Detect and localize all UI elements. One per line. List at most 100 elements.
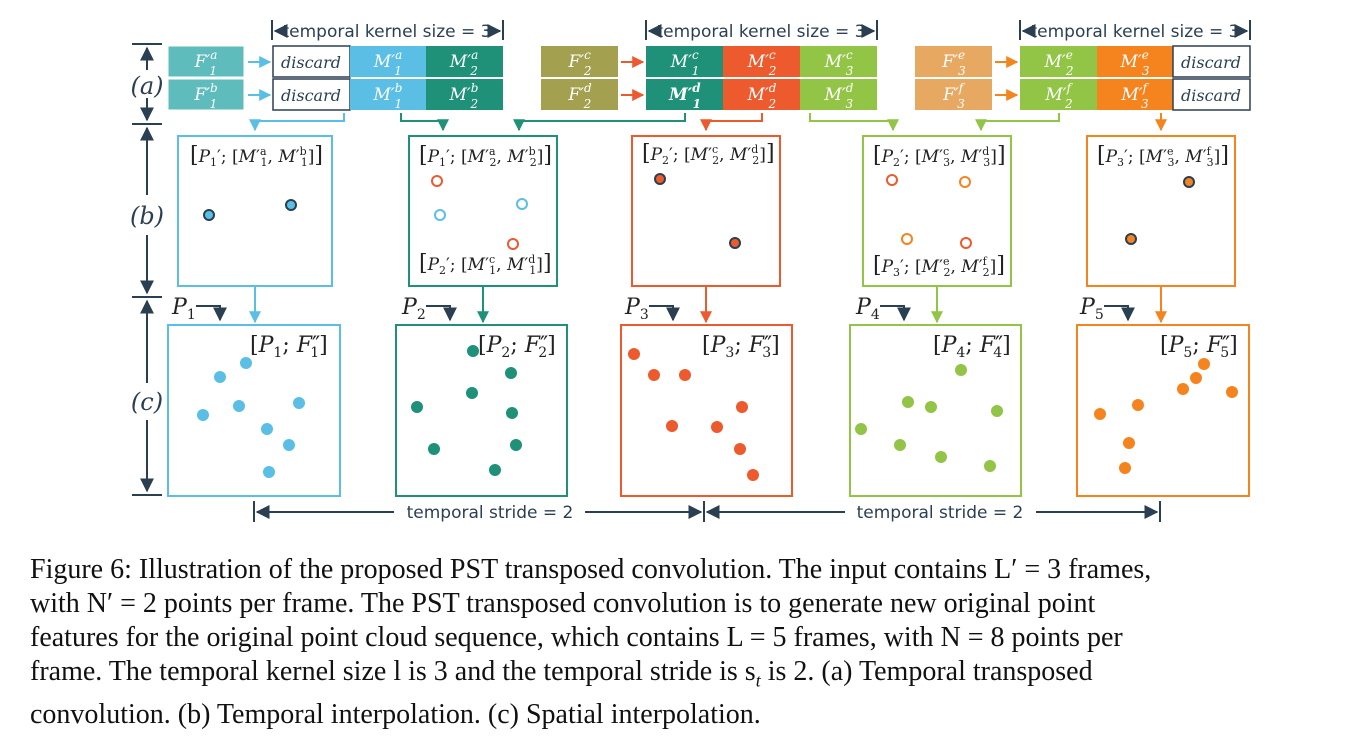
point-dot (1123, 437, 1135, 449)
spatial-interp-panel-1: [P1; F″1] (167, 324, 341, 497)
figure-caption: Figure 6: Illustration of the proposed P… (30, 553, 1348, 732)
row-label-a: (a) (130, 72, 163, 100)
svg-text:F′f3: F′f 3 (942, 81, 966, 111)
point-dot (960, 237, 972, 249)
svg-text:[P3′; [M′e3, M′f3]]: [P3′; [M′e 3, M′f 3]] (1097, 143, 1229, 169)
point-dot (747, 469, 759, 481)
point-dot (729, 237, 741, 249)
caption-line-4-end: is 2. (a) Temporal transposed (760, 656, 1093, 687)
point-dot (935, 451, 947, 463)
point-dot (648, 369, 660, 381)
point-dot (467, 345, 479, 357)
point-dot (1132, 399, 1144, 411)
caption-line-4-sub: t (755, 670, 761, 691)
kernel-output-group-1: discard discard M′a 1 M′b 1 M′a 2 M′b 2 (272, 45, 503, 111)
point-dot (734, 443, 746, 455)
svg-text:[P1′; [M′a2, M′b2]]: [P1′; [M′a 2, M′b 2]] (419, 143, 552, 169)
point-dot (925, 401, 937, 413)
point-dot (466, 387, 478, 399)
input-feature-group-3: F′e 3 F′f 3 (915, 46, 992, 111)
svg-text:[P1; F″1]: [P1; F″1] (250, 333, 328, 361)
point-dot (428, 443, 440, 455)
svg-text:[P2′; [M′c2, M′d2]]: [P2′; [M′c 2, M′d 2]] (642, 141, 775, 167)
kernel-size-label-1: temporal kernel size = 3 (283, 22, 492, 42)
point-dot (505, 367, 517, 379)
svg-text:F′a1: F′a 1 (194, 48, 218, 78)
kernel-size-bracket-1: temporal kernel size = 3 (271, 20, 504, 42)
point-dot (666, 420, 678, 432)
point-dot (654, 173, 666, 185)
point-dot (283, 439, 295, 451)
discard-label: discard (281, 86, 341, 105)
point-dot (1119, 462, 1131, 474)
point-dot (510, 439, 522, 451)
point-dot (959, 176, 971, 188)
point-dot (233, 400, 245, 412)
caption-line-1: Figure 6: Illustration of the proposed P… (30, 554, 1152, 585)
temporal-interp-panel-4: [P2′; [M′c 3, M′d 3]] [P3′; [M′e 2, M′f 2]] (862, 135, 1012, 287)
point-dot (411, 401, 423, 413)
pst-transposed-convolution-diagram: (a) (b) (c) temporal kernel size = 3 tem… (130, 20, 1251, 523)
point-dot (901, 233, 913, 245)
temporal-stride-markers (253, 501, 1161, 522)
point-dot (507, 238, 519, 250)
point-dot (955, 364, 967, 376)
point-dot (203, 209, 215, 221)
svg-text:P1: P1 (171, 295, 196, 323)
temporal-interp-panel-1: [P1′; [M′a 1, M′b 1]] (177, 135, 333, 287)
spatial-interp-panel-4: [P4; F″4] (849, 324, 1022, 497)
point-dot (516, 198, 528, 210)
svg-text:[P2′; [M′c1, M′d1]]: [P2′; [M′c 1, M′d 1]] (419, 251, 552, 277)
temporal-stride-label-2: temporal stride = 2 (857, 503, 1024, 523)
discard-label: discard (1181, 53, 1241, 72)
point-dot (1183, 176, 1195, 188)
svg-text:P2: P2 (401, 295, 426, 323)
point-dot (1177, 383, 1189, 395)
temporal-interp-panel-5: [P3′; [M′e 3, M′f 3]] (1086, 135, 1236, 287)
point-dot (902, 396, 914, 408)
temporal-interp-panel-2: [P1′; [M′a 2, M′b 2]] [P2′; [M′c 1, M′d 1]] (408, 135, 558, 287)
temporal-stride-label-1: temporal stride = 2 (407, 503, 574, 523)
row-markers (132, 43, 162, 496)
kernel-output-group-3: M′e 2 M′f 2 M′e 3 M′f 3 discard discard (1020, 45, 1251, 111)
point-dot (1198, 358, 1210, 370)
kernel-size-bracket-2: temporal kernel size = 3 (645, 20, 878, 42)
caption-line-4: frame. The temporal kernel size l is 3 a… (30, 655, 1348, 698)
svg-text:P4: P4 (855, 295, 880, 323)
kernel-size-bracket-3: temporal kernel size = 3 (1019, 20, 1251, 42)
row-label-c: (c) (131, 388, 163, 416)
point-dot (1226, 386, 1238, 398)
point-dot (1190, 372, 1202, 384)
point-dot (285, 199, 297, 211)
point-dot (261, 423, 273, 435)
input-feature-group-2: F′c 2 F′d 2 (541, 46, 618, 111)
row-label-b: (b) (130, 202, 164, 230)
caption-line-3: features for the original point cloud se… (30, 622, 1123, 653)
svg-text:P3: P3 (624, 295, 649, 323)
point-dot (736, 401, 748, 413)
svg-text:[P2′; [M′c3, M′d3]]: [P2′; [M′c 3, M′d 3]] (873, 143, 1006, 169)
svg-text:[P1′; [M′a1, M′b1]]: [P1′; [M′a 1, M′b 1]] (190, 143, 323, 169)
kernel-size-label-2: temporal kernel size = 3 (657, 22, 866, 42)
point-dot (991, 405, 1003, 417)
point-dot (293, 397, 305, 409)
caption-line-4-text: frame. The temporal kernel size l is 3 a… (30, 656, 756, 687)
temporal-interp-panel-3: [P2′; [M′c 2, M′d 2]] (631, 135, 781, 287)
kernel-output-group-2: M′c 1 M′d 1 M′c 2 M′d 2 M′c 3 M′d 3 (646, 46, 877, 111)
point-dot (431, 175, 443, 187)
point-dot (1125, 233, 1137, 245)
svg-text:[P3; F″3]: [P3; F″3] (702, 333, 780, 361)
point-dot (434, 209, 446, 221)
discard-label: discard (281, 53, 341, 72)
point-dot (489, 464, 501, 476)
point-dot (197, 409, 209, 421)
discard-label: discard (1181, 86, 1241, 105)
point-dot (263, 466, 275, 478)
spatial-interp-panel-5: [P5; F″5] (1076, 324, 1250, 497)
point-dot (886, 174, 898, 186)
point-dot (894, 439, 906, 451)
svg-text:[P3′; [M′e2, M′f2]]: [P3′; [M′e 2, M′f 2]] (873, 253, 1005, 279)
point-dot (506, 407, 518, 419)
point-dot (628, 348, 640, 360)
point-dot (711, 421, 723, 433)
